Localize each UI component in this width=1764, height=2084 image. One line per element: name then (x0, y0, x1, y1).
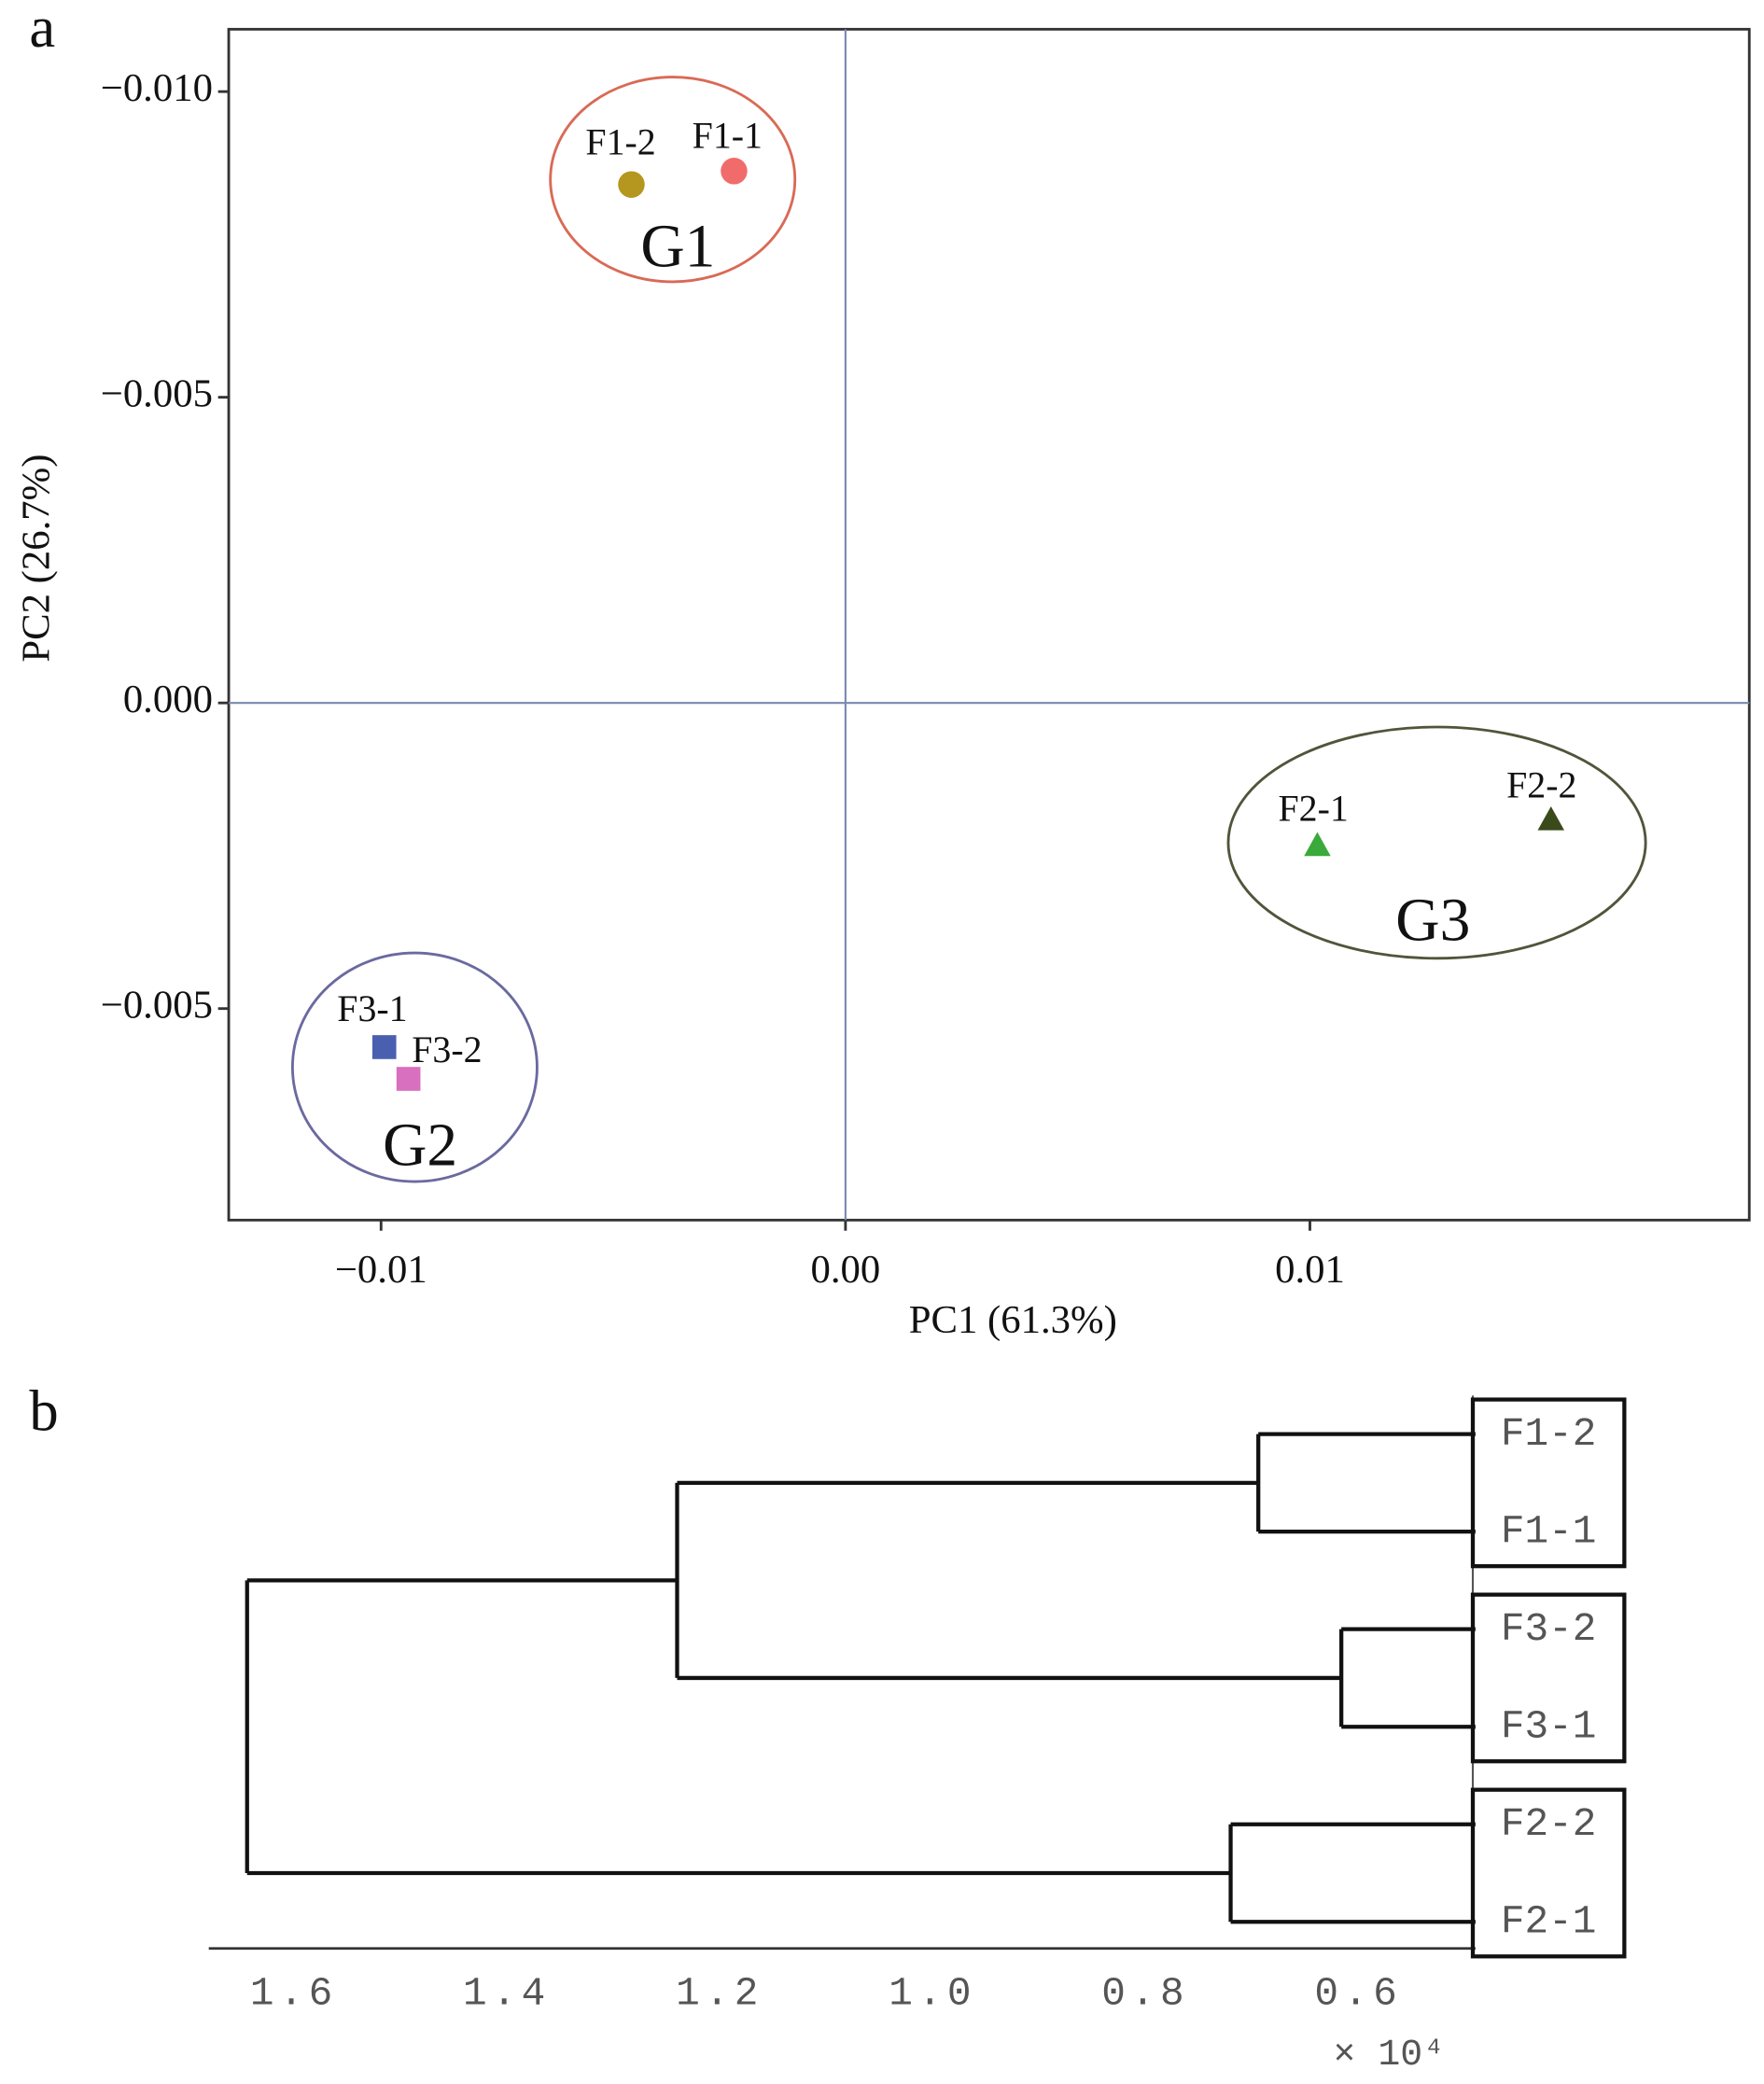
y-tick-label: −0.005 (101, 371, 213, 415)
point-label: F1-2 (585, 121, 655, 163)
group-ellipse (1226, 725, 1647, 960)
leaf-box (1470, 1787, 1627, 1959)
x-axis-title: PC1 (61.3%) (909, 1298, 1117, 1342)
point (1537, 806, 1564, 831)
group-label: G2 (383, 1112, 457, 1179)
y-tick-label: −0.010 (101, 66, 213, 110)
point-label: F2-1 (1279, 787, 1349, 829)
x-tick-label: 1.0 (889, 1970, 976, 2016)
group-label: G3 (1395, 888, 1470, 955)
leaf-label: F2-2 (1501, 1801, 1597, 1847)
y-tick-label: −0.005 (101, 983, 213, 1027)
leaf-label: F3-2 (1501, 1606, 1597, 1652)
x-tick-label: 0.01 (1275, 1248, 1345, 1292)
x-tick-label: 0.6 (1314, 1970, 1402, 2016)
group-label: G1 (640, 214, 715, 281)
group-ellipse (290, 951, 539, 1183)
x-tick-label: 1.4 (463, 1970, 551, 2016)
leaf-box (1470, 1592, 1627, 1764)
leaf-label: F2-1 (1501, 1899, 1597, 1945)
point (618, 171, 645, 198)
group-ellipse (549, 76, 797, 284)
panel-label: a (29, 0, 55, 60)
leaf-label: F3-1 (1501, 1703, 1597, 1749)
point (371, 1035, 397, 1059)
x-tick-label: 0.8 (1101, 1970, 1189, 2016)
point (721, 158, 748, 185)
point-label: F1-1 (693, 114, 763, 156)
axis-multiplier: × 10⁴ (1333, 2034, 1445, 2076)
point-label: F3-1 (337, 987, 407, 1029)
panel-label: b (29, 1378, 58, 1443)
x-tick-label: 1.6 (250, 1970, 338, 2016)
point-label: F3-2 (412, 1028, 482, 1070)
point (1304, 832, 1331, 857)
plot-frame (227, 27, 1751, 1222)
x-tick-label: 0.00 (810, 1248, 880, 1292)
y-tick-label: 0.000 (123, 678, 213, 721)
x-tick-label: 1.2 (676, 1970, 763, 2016)
leaf-box (1470, 1397, 1627, 1569)
leaf-label: F1-1 (1501, 1508, 1597, 1554)
point (396, 1067, 421, 1091)
leaf-label: F1-2 (1501, 1411, 1597, 1457)
x-tick-label: −0.01 (335, 1248, 427, 1292)
y-axis-title: PC2 (26.7%) (15, 455, 59, 663)
point-label: F2-2 (1506, 764, 1576, 806)
